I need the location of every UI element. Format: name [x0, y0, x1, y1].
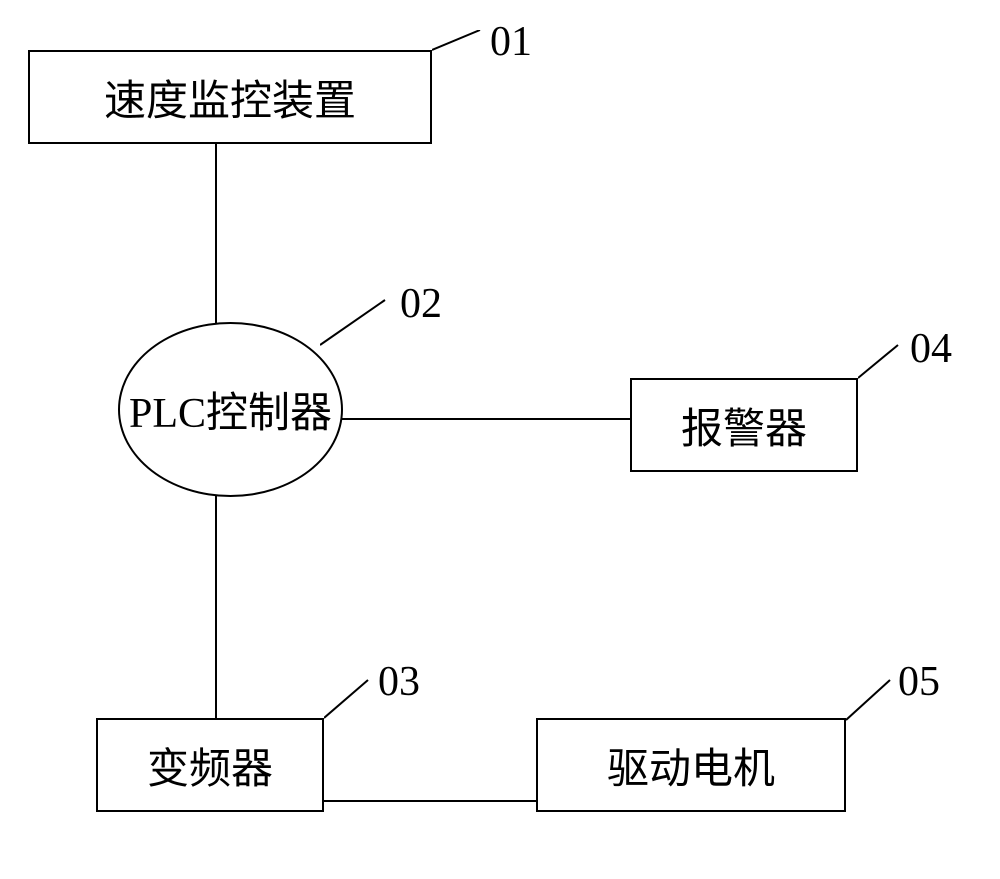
node-plc-controller: PLC控制器 — [118, 322, 343, 497]
node-inverter: 变频器 — [96, 718, 324, 812]
node-id-05: 05 — [898, 658, 940, 706]
node-alarm: 报警器 — [630, 378, 858, 472]
node-id-01: 01 — [490, 18, 532, 66]
edge-03-05 — [324, 800, 536, 802]
node-id-04: 04 — [910, 325, 952, 373]
node-label: 变频器 — [147, 735, 273, 796]
node-drive-motor: 驱动电机 — [536, 718, 846, 812]
edge-02-03 — [215, 495, 217, 718]
node-label: PLC控制器 — [129, 379, 332, 440]
node-label: 报警器 — [681, 395, 807, 456]
leader-line-03 — [324, 675, 374, 722]
edge-01-02 — [215, 144, 217, 343]
node-id-02: 02 — [400, 280, 442, 328]
node-label: 驱动电机 — [607, 735, 775, 796]
node-speed-monitor: 速度监控装置 — [28, 50, 432, 144]
leader-line-02 — [320, 295, 395, 355]
node-id-03: 03 — [378, 658, 420, 706]
node-label: 速度监控装置 — [104, 67, 356, 128]
leader-line-05 — [846, 675, 896, 723]
block-diagram: 速度监控装置 01 PLC控制器 02 报警器 04 变频器 03 驱动电机 0… — [0, 0, 1000, 879]
leader-line-04 — [858, 340, 908, 382]
edge-02-04 — [341, 418, 630, 420]
leader-line-01 — [432, 30, 492, 55]
